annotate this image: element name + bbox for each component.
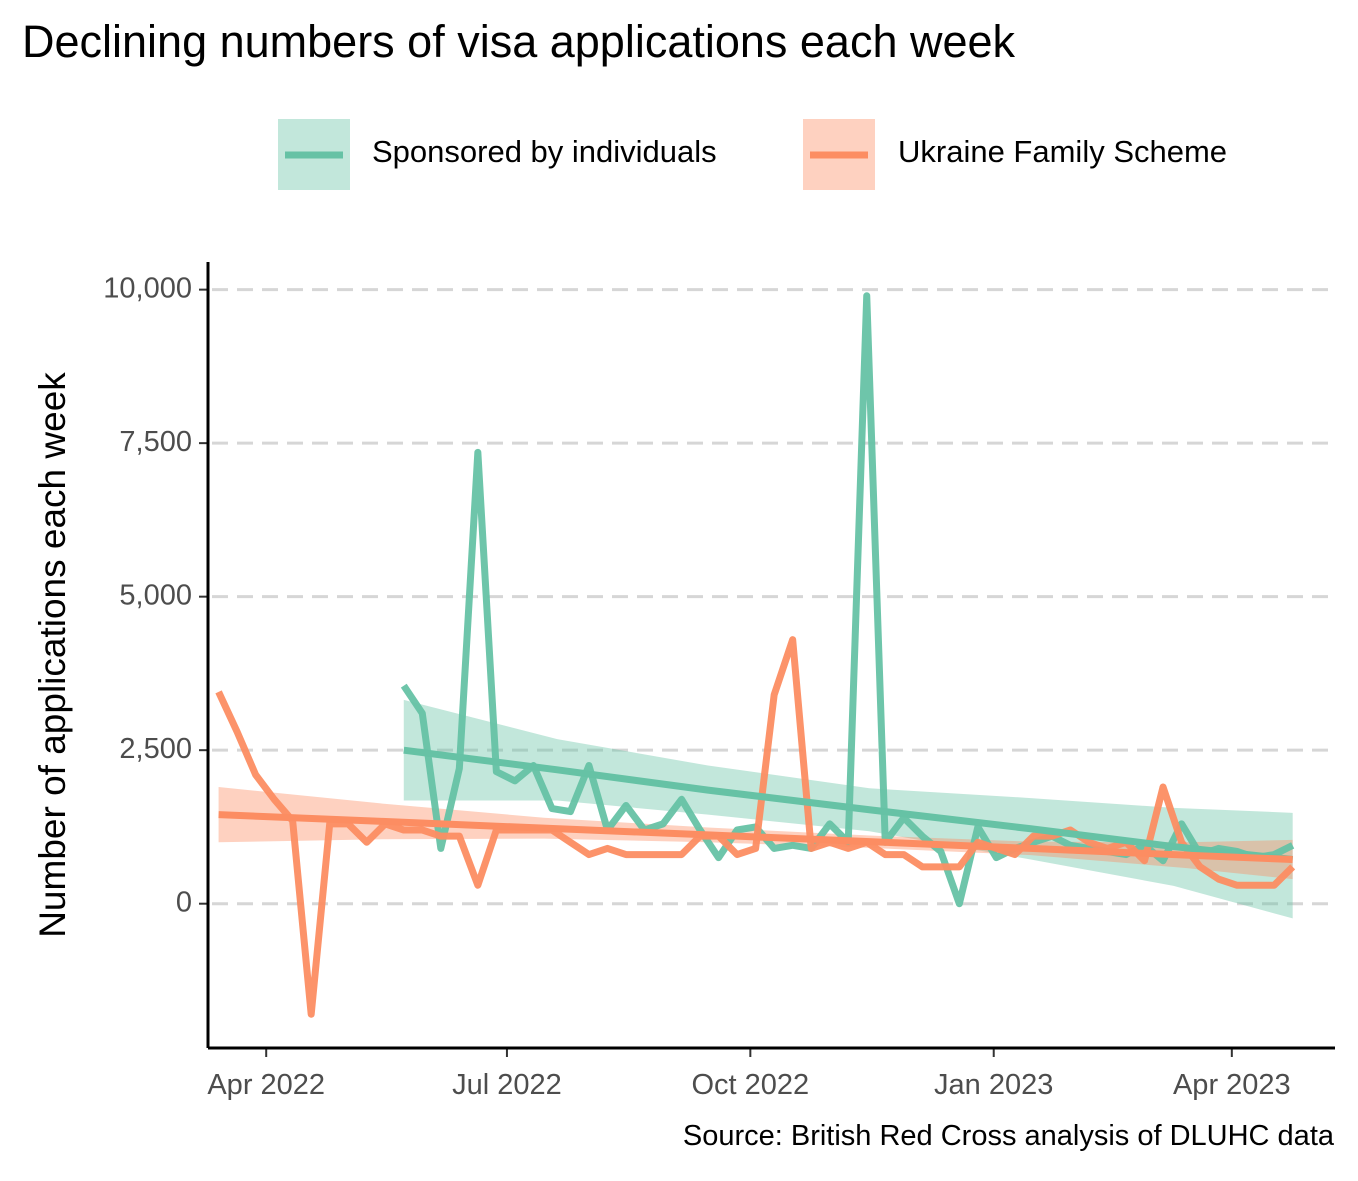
x-tick-label: Apr 2022 — [207, 1069, 325, 1101]
series-line-family — [215, 636, 1296, 1018]
chart-title: Declining numbers of visa applications e… — [22, 16, 1016, 67]
x-tick-label: Oct 2022 — [691, 1069, 809, 1101]
x-tick-label: Apr 2023 — [1173, 1069, 1291, 1101]
x-tick-label: Jan 2023 — [934, 1069, 1053, 1101]
trend-line-sponsored — [403, 746, 1294, 863]
source-caption: Source: British Red Cross analysis of DL… — [682, 1120, 1334, 1152]
trend-line-family — [218, 811, 1293, 863]
y-tick-label: 2,500 — [119, 733, 192, 765]
legend-label-family: Ukraine Family Scheme — [898, 134, 1228, 169]
y-tick-label: 7,500 — [119, 426, 192, 458]
legend — [278, 119, 875, 190]
legend-label-sponsored: Sponsored by individuals — [372, 134, 717, 169]
y-tick-label: 10,000 — [103, 272, 192, 304]
y-tick-label: 5,000 — [119, 579, 192, 611]
y-tick-label: 0 — [176, 886, 192, 918]
y-axis-title: Number of applications each week — [32, 372, 73, 938]
x-tick-label: Jul 2022 — [452, 1069, 562, 1101]
